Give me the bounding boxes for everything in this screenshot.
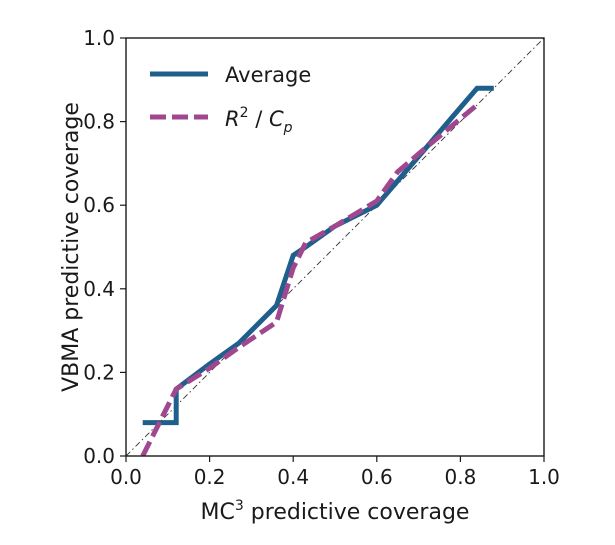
plot-frame: [125, 37, 545, 457]
y-tick-label: 0.0: [83, 444, 115, 468]
x-axis-ticks: 0.0 0.2 0.4 0.6 0.8 1.0: [110, 456, 560, 489]
y-axis-ticks: 0.0 0.2 0.4 0.6 0.8 1.0: [83, 26, 126, 468]
legend-label-r2-cp: R2 / Cp: [225, 105, 293, 136]
series-line-average: [142, 85, 494, 426]
y-tick-label: 0.4: [83, 277, 115, 301]
y-tick-label: 0.6: [83, 193, 115, 217]
legend: Average R2 / Cp: [150, 63, 311, 136]
series-layer: [140, 85, 494, 456]
x-tick-label: 0.6: [361, 465, 393, 489]
y-tick-label: 0.8: [83, 110, 115, 134]
reference-diagonal-layer: [126, 38, 544, 456]
x-axis-title: MC3 predictive coverage: [201, 498, 470, 525]
series-line-r2-cp: [140, 102, 479, 456]
legend-label-average: Average: [225, 63, 311, 87]
y-axis-title: VBMA predictive coverage: [59, 102, 84, 392]
x-tick-label: 0.4: [277, 465, 309, 489]
reference-diagonal-line: [126, 38, 544, 456]
x-tick-label: 0.2: [194, 465, 226, 489]
x-tick-label: 0.8: [444, 465, 476, 489]
x-tick-label: 1.0: [528, 465, 560, 489]
y-tick-label: 0.2: [83, 360, 115, 384]
y-tick-label: 1.0: [83, 26, 115, 50]
x-tick-label: 0.0: [110, 465, 142, 489]
